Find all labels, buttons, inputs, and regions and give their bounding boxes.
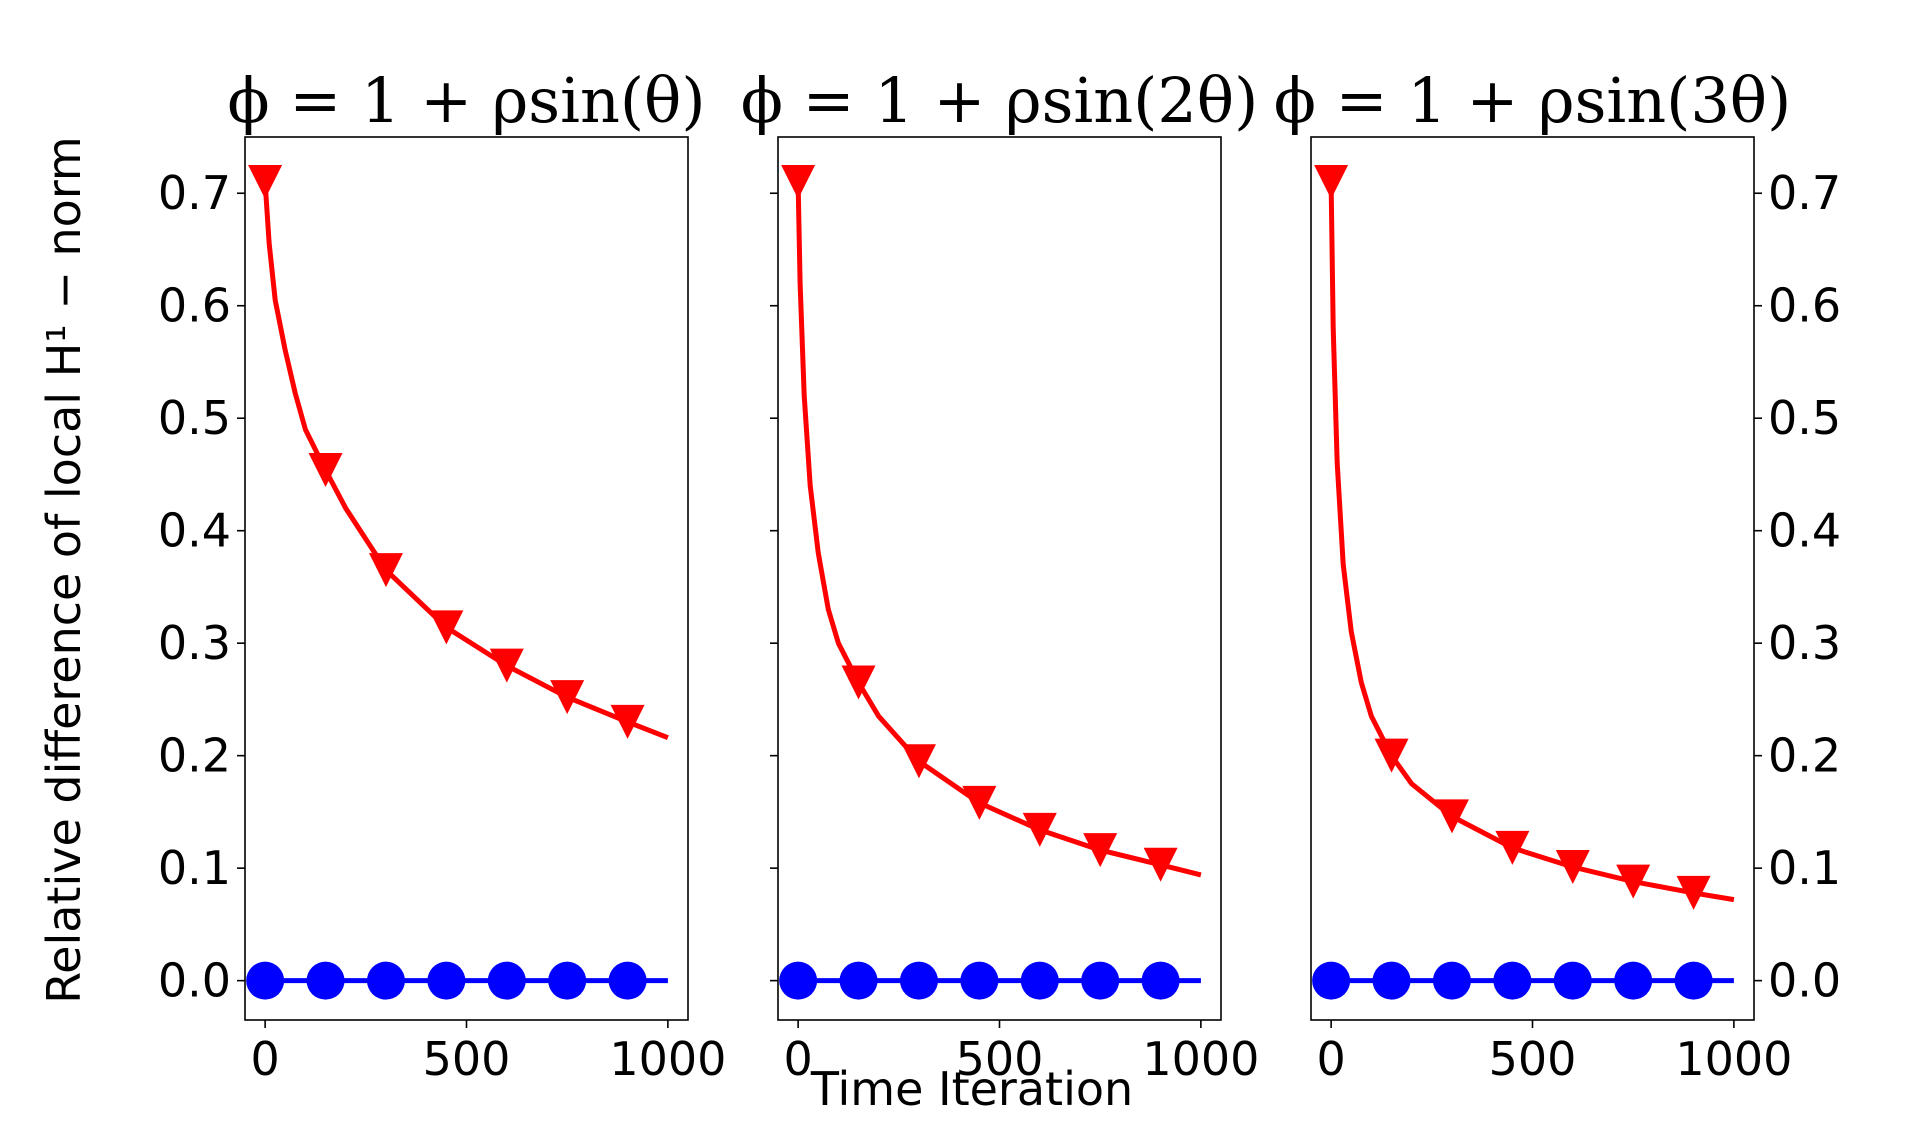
data-point: [427, 961, 466, 1000]
data-point: [368, 553, 403, 588]
data-point: [839, 961, 878, 1000]
data-point: [306, 961, 345, 1000]
data-point: [1314, 164, 1349, 199]
plot-frame: [244, 136, 689, 1021]
data-point: [901, 744, 936, 779]
x-tick-label: 1000: [609, 1032, 726, 1086]
data-point: [1143, 847, 1178, 882]
data-point: [608, 961, 647, 1000]
data-point: [1495, 830, 1530, 865]
data-point: [429, 610, 464, 645]
x-tick-label: 0: [1316, 1032, 1345, 1086]
data-point: [1312, 961, 1351, 1000]
data-point: [779, 961, 818, 1000]
y-tick-label: 0.5: [158, 391, 231, 445]
y-tick-label: 0.7: [1768, 166, 1841, 220]
data-point: [1022, 812, 1057, 847]
y-tick-label: 0.0: [158, 954, 231, 1008]
plot-frame: [777, 136, 1222, 1021]
data-point: [1434, 799, 1469, 834]
x-tick-label: 500: [423, 1032, 511, 1086]
y-tick-label: 0.2: [1768, 729, 1841, 783]
y-tick-label: 0.3: [158, 616, 231, 670]
y-tick-label: 0.6: [1768, 279, 1841, 333]
data-point: [1676, 875, 1711, 910]
data-point: [610, 704, 645, 739]
data-point: [962, 785, 997, 820]
panel-title: ϕ = 1 + ρsin(θ): [227, 64, 705, 137]
series-line-1: [795, 181, 1202, 878]
x-tick-label: 1000: [1142, 1032, 1259, 1086]
data-point: [548, 961, 587, 1000]
data-point: [1374, 738, 1409, 773]
data-point: [308, 452, 343, 487]
panel-1: ϕ = 1 + ρsin(θ) 0 500 1000 0.0 0.1 0.2 0.3 0.4 0.…: [158, 64, 727, 1086]
panel-2: ϕ = 1 + ρsin(2θ) 0 500 1000: [741, 64, 1260, 1086]
y-tick-label: 0.4: [1768, 504, 1841, 558]
panel-3: ϕ = 1 + ρsin(3θ) 0 500 1000 0.0 0.1 0.2 0.3 0.4 0…: [1274, 64, 1841, 1086]
data-point: [1553, 961, 1592, 1000]
series-line-1: [1328, 181, 1735, 903]
data-point: [248, 164, 283, 199]
data-point: [1493, 961, 1532, 1000]
data-point: [960, 961, 999, 1000]
data-point: [1020, 961, 1059, 1000]
panel-title: ϕ = 1 + ρsin(3θ): [1274, 64, 1792, 137]
y-axis-label: Relative difference of local H¹ − norm: [37, 136, 91, 1003]
y-tick-label: 0.0: [1768, 954, 1841, 1008]
data-point: [1141, 961, 1180, 1000]
data-point: [1372, 961, 1411, 1000]
panel-title: ϕ = 1 + ρsin(2θ): [741, 64, 1259, 137]
data-point: [487, 961, 526, 1000]
data-point: [246, 961, 285, 1000]
data-point: [1614, 961, 1653, 1000]
data-point: [1674, 961, 1713, 1000]
data-point: [781, 164, 816, 199]
y-tick-label: 0.7: [158, 166, 231, 220]
y-tick-label: 0.6: [158, 279, 231, 333]
x-tick-label: 500: [956, 1032, 1044, 1086]
y-tick-label: 0.1: [158, 841, 231, 895]
y-tick-label: 0.2: [158, 729, 231, 783]
data-point: [1432, 961, 1471, 1000]
data-point: [1616, 864, 1651, 899]
y-tick-label: 0.1: [1768, 841, 1841, 895]
x-tick-label: 0: [250, 1032, 279, 1086]
data-point: [841, 665, 876, 700]
data-point: [899, 961, 938, 1000]
x-tick-label: 1000: [1675, 1032, 1792, 1086]
data-point: [1083, 833, 1118, 868]
y-tick-label: 0.3: [1768, 616, 1841, 670]
x-tick-label: 0: [783, 1032, 812, 1086]
data-point: [550, 680, 585, 715]
data-point: [489, 648, 524, 683]
data-point: [1555, 850, 1590, 885]
y-tick-label: 0.4: [158, 504, 231, 558]
x-axis-label: Time Iteration: [810, 1062, 1133, 1116]
data-point: [1081, 961, 1120, 1000]
data-point: [366, 961, 405, 1000]
x-tick-label: 500: [1489, 1032, 1577, 1086]
y-tick-label: 0.5: [1768, 391, 1841, 445]
